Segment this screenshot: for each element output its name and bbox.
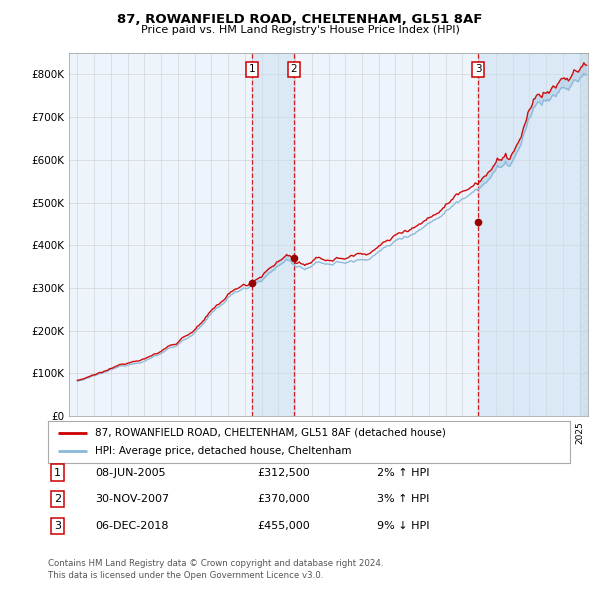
Text: 2: 2	[290, 64, 297, 74]
Text: 87, ROWANFIELD ROAD, CHELTENHAM, GL51 8AF (detached house): 87, ROWANFIELD ROAD, CHELTENHAM, GL51 8A…	[95, 428, 446, 438]
Text: 3: 3	[475, 64, 481, 74]
Text: 30-NOV-2007: 30-NOV-2007	[95, 494, 169, 504]
Text: Price paid vs. HM Land Registry's House Price Index (HPI): Price paid vs. HM Land Registry's House …	[140, 25, 460, 35]
Text: 1: 1	[54, 468, 61, 477]
Bar	[252, 53, 293, 416]
Bar	[478, 53, 588, 416]
Text: 1: 1	[249, 64, 256, 74]
Text: 2% ↑ HPI: 2% ↑ HPI	[377, 468, 430, 477]
Text: 2: 2	[54, 494, 61, 504]
Bar	[580, 53, 588, 416]
Text: 08-JUN-2005: 08-JUN-2005	[95, 468, 166, 477]
Text: £312,500: £312,500	[257, 468, 310, 477]
Text: £455,000: £455,000	[257, 521, 310, 530]
Text: HPI: Average price, detached house, Cheltenham: HPI: Average price, detached house, Chel…	[95, 446, 352, 456]
Text: £370,000: £370,000	[257, 494, 310, 504]
Text: 3% ↑ HPI: 3% ↑ HPI	[377, 494, 429, 504]
Text: 3: 3	[54, 521, 61, 530]
Text: This data is licensed under the Open Government Licence v3.0.: This data is licensed under the Open Gov…	[48, 571, 323, 579]
Text: 06-DEC-2018: 06-DEC-2018	[95, 521, 169, 530]
Text: Contains HM Land Registry data © Crown copyright and database right 2024.: Contains HM Land Registry data © Crown c…	[48, 559, 383, 568]
Text: 87, ROWANFIELD ROAD, CHELTENHAM, GL51 8AF: 87, ROWANFIELD ROAD, CHELTENHAM, GL51 8A…	[118, 13, 482, 26]
Text: 9% ↓ HPI: 9% ↓ HPI	[377, 521, 430, 530]
